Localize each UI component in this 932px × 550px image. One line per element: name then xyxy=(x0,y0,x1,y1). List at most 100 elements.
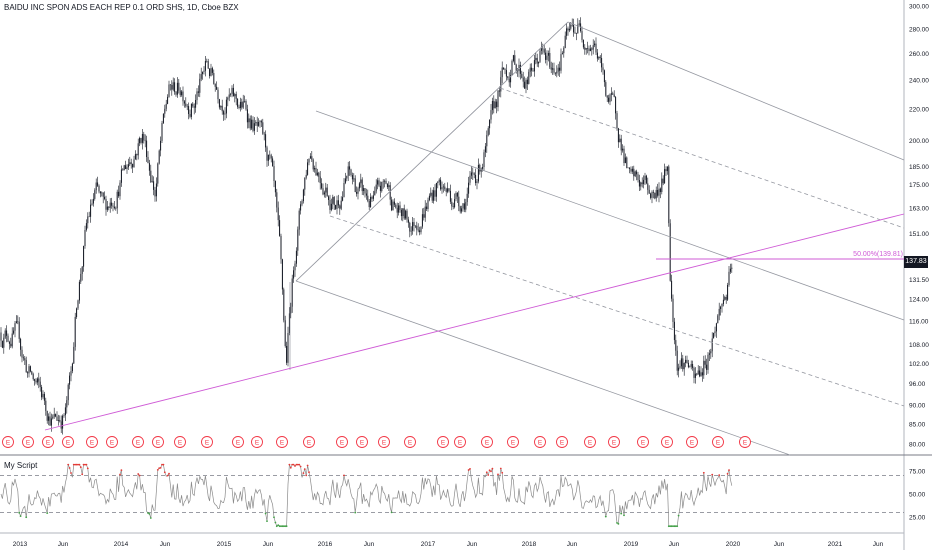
earnings-badge[interactable] xyxy=(152,436,164,448)
earnings-marker[interactable]: E xyxy=(2,436,14,448)
earnings-badge[interactable] xyxy=(336,436,348,448)
earnings-badge[interactable] xyxy=(303,436,315,448)
overbought-mark xyxy=(467,469,470,471)
earnings-badge[interactable] xyxy=(556,436,568,448)
earnings-marker[interactable]: E xyxy=(152,436,164,448)
earnings-marker[interactable]: E xyxy=(454,436,466,448)
earnings-marker[interactable]: E xyxy=(356,436,368,448)
earnings-marker[interactable]: E xyxy=(608,436,620,448)
earnings-marker[interactable]: E xyxy=(232,436,244,448)
earnings-marker[interactable]: E xyxy=(739,436,751,448)
candle-body xyxy=(532,70,534,72)
earnings-badge[interactable] xyxy=(534,436,546,448)
earnings-marker[interactable]: E xyxy=(303,436,315,448)
earnings-badge[interactable] xyxy=(106,436,118,448)
candle-body xyxy=(526,79,528,84)
pitchfork-upper-tine[interactable] xyxy=(567,21,905,161)
earnings-badge[interactable] xyxy=(62,436,74,448)
earnings-marker[interactable]: E xyxy=(86,436,98,448)
earnings-marker[interactable]: E xyxy=(106,436,118,448)
candle-body xyxy=(522,77,524,82)
candle-body xyxy=(606,95,608,98)
earnings-marker[interactable]: E xyxy=(132,436,144,448)
candle-body xyxy=(81,266,83,274)
candle-body xyxy=(456,193,458,197)
earnings-badge[interactable] xyxy=(42,436,54,448)
candle-body xyxy=(399,205,401,210)
earnings-marker[interactable]: E xyxy=(437,436,449,448)
earnings-badge[interactable] xyxy=(232,436,244,448)
candle-body xyxy=(645,175,647,184)
earnings-marker[interactable]: E xyxy=(174,436,186,448)
earnings-label: E xyxy=(743,440,748,447)
earnings-marker[interactable]: E xyxy=(712,436,724,448)
earnings-badge[interactable] xyxy=(712,436,724,448)
candle-body xyxy=(710,351,712,354)
candle-body xyxy=(102,192,104,197)
candle-body xyxy=(190,103,192,117)
earnings-badge[interactable] xyxy=(276,436,288,448)
time-tick-label: Jun xyxy=(774,541,785,548)
trendline[interactable] xyxy=(44,213,905,431)
earnings-marker[interactable]: E xyxy=(378,436,390,448)
earnings-marker[interactable]: E xyxy=(534,436,546,448)
earnings-marker[interactable]: E xyxy=(556,436,568,448)
earnings-badge[interactable] xyxy=(637,436,649,448)
earnings-marker[interactable]: E xyxy=(507,436,519,448)
earnings-badge[interactable] xyxy=(22,436,34,448)
candle-body xyxy=(91,203,93,205)
pitchfork-upper-median[interactable] xyxy=(499,87,905,229)
earnings-marker[interactable]: E xyxy=(584,436,596,448)
earnings-badge[interactable] xyxy=(174,436,186,448)
earnings-badge[interactable] xyxy=(132,436,144,448)
earnings-badge[interactable] xyxy=(404,436,416,448)
earnings-marker[interactable]: E xyxy=(686,436,698,448)
earnings-marker[interactable]: E xyxy=(336,436,348,448)
earnings-badge[interactable] xyxy=(608,436,620,448)
pitchfork-middle-tine[interactable] xyxy=(315,110,905,321)
overbought-mark xyxy=(77,463,79,466)
candle-body xyxy=(281,259,283,290)
earnings-badge[interactable] xyxy=(378,436,390,448)
earnings-badge[interactable] xyxy=(201,436,213,448)
candle-body xyxy=(699,370,701,377)
candle-body xyxy=(703,360,705,376)
earnings-marker[interactable]: E xyxy=(481,436,493,448)
earnings-marker[interactable]: E xyxy=(661,436,673,448)
earnings-badge[interactable] xyxy=(437,436,449,448)
earnings-badge[interactable] xyxy=(739,436,751,448)
earnings-marker[interactable]: E xyxy=(22,436,34,448)
candle-body xyxy=(426,206,428,210)
earnings-badge[interactable] xyxy=(2,436,14,448)
earnings-badge[interactable] xyxy=(686,436,698,448)
earnings-marker[interactable]: E xyxy=(251,436,263,448)
earnings-badge[interactable] xyxy=(86,436,98,448)
earnings-badge[interactable] xyxy=(454,436,466,448)
candle-body xyxy=(20,338,22,350)
price-axis: 300.00 280.00 260.00 240.00 220.00 200.00 185.… xyxy=(909,4,929,449)
drawing-tools[interactable] xyxy=(44,21,905,456)
pitchfork-lower-median[interactable] xyxy=(329,215,905,407)
earnings-marker[interactable]: E xyxy=(276,436,288,448)
candle-body xyxy=(8,341,10,344)
earnings-badge[interactable] xyxy=(584,436,596,448)
earnings-badge[interactable] xyxy=(507,436,519,448)
earnings-marker[interactable]: E xyxy=(62,436,74,448)
earnings-marker[interactable]: E xyxy=(42,436,54,448)
earnings-badge[interactable] xyxy=(481,436,493,448)
earnings-marker[interactable]: E xyxy=(637,436,649,448)
candle-body xyxy=(46,410,48,421)
pitchfork-lower-tine[interactable] xyxy=(295,280,791,456)
earnings-badge[interactable] xyxy=(356,436,368,448)
earnings-marker[interactable]: E xyxy=(404,436,416,448)
pitchfork-anchor-line[interactable] xyxy=(295,21,569,282)
oversold-mark xyxy=(46,512,49,514)
oversold-mark xyxy=(677,514,680,517)
earnings-badge[interactable] xyxy=(661,436,673,448)
candle-body xyxy=(612,93,614,95)
candle-body xyxy=(147,157,149,164)
earnings-badge[interactable] xyxy=(251,436,263,448)
earnings-marker[interactable]: E xyxy=(201,436,213,448)
